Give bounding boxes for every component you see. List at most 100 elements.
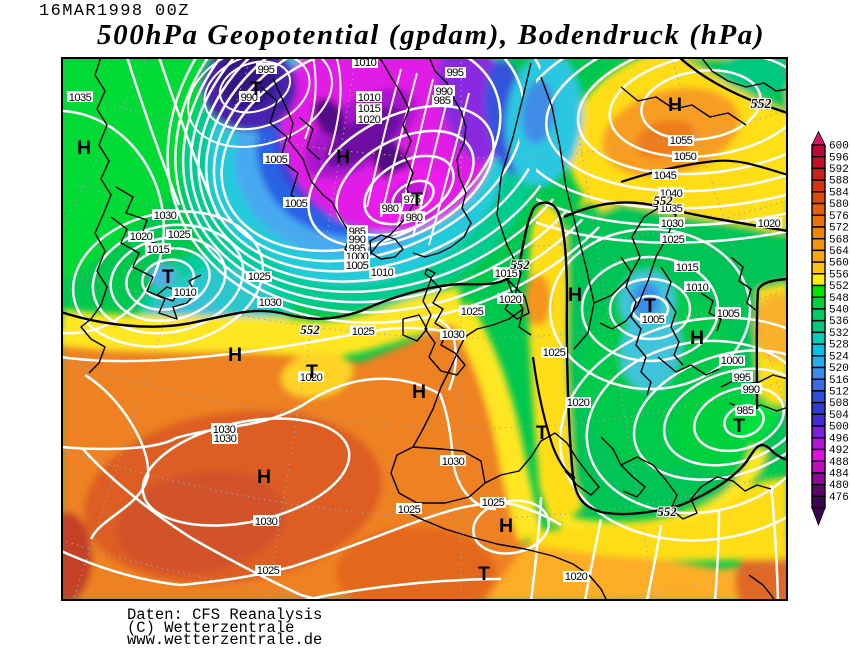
svg-text:496: 496 [829,433,849,445]
svg-text:516: 516 [829,375,849,387]
svg-text:552: 552 [657,504,677,519]
svg-text:H: H [690,327,704,349]
svg-text:1025: 1025 [257,565,280,577]
svg-text:995: 995 [447,67,464,79]
svg-text:512: 512 [829,387,849,399]
svg-text:1020: 1020 [499,294,522,306]
svg-text:H: H [568,284,582,306]
svg-text:1020: 1020 [758,218,781,230]
svg-text:536: 536 [829,316,849,328]
svg-text:504: 504 [829,410,849,422]
svg-text:1025: 1025 [543,347,566,359]
svg-text:T: T [411,189,423,211]
svg-text:H: H [668,94,682,116]
svg-text:1030: 1030 [259,297,282,309]
svg-text:1030: 1030 [214,433,237,445]
svg-text:975: 975 [404,194,421,206]
svg-text:1025: 1025 [398,504,421,516]
svg-text:1010: 1010 [686,282,709,294]
svg-text:1035: 1035 [69,92,92,104]
svg-text:484: 484 [829,469,849,481]
svg-text:1015: 1015 [147,244,170,256]
svg-text:1025: 1025 [482,497,505,509]
svg-text:1020: 1020 [300,372,323,384]
svg-text:985: 985 [434,95,451,107]
svg-text:568: 568 [829,234,849,246]
svg-text:1030: 1030 [442,329,465,341]
svg-text:1010: 1010 [174,287,197,299]
svg-text:1030: 1030 [661,218,684,230]
svg-text:476: 476 [829,492,849,504]
svg-text:528: 528 [829,340,849,352]
svg-text:588: 588 [829,176,849,188]
svg-text:492: 492 [829,445,849,457]
svg-text:1020: 1020 [130,231,153,243]
svg-text:508: 508 [829,398,849,410]
svg-text:1055: 1055 [670,135,693,147]
svg-text:584: 584 [829,187,849,199]
svg-text:592: 592 [829,164,849,176]
svg-text:T: T [306,361,318,383]
svg-text:1030: 1030 [442,456,465,468]
svg-text:480: 480 [829,480,849,492]
svg-text:564: 564 [829,246,849,258]
svg-text:980: 980 [406,212,423,224]
svg-text:556: 556 [829,269,849,281]
svg-text:552: 552 [829,281,849,293]
svg-text:600: 600 [829,141,849,153]
svg-text:560: 560 [829,258,849,270]
svg-text:T: T [478,563,490,585]
svg-text:576: 576 [829,211,849,223]
svg-text:552: 552 [300,322,320,337]
svg-text:552: 552 [510,257,530,272]
svg-text:500: 500 [829,422,849,434]
svg-text:596: 596 [829,152,849,164]
svg-text:1005: 1005 [346,260,369,272]
svg-text:1010: 1010 [354,57,377,69]
svg-text:1010: 1010 [371,267,394,279]
svg-text:1030: 1030 [255,516,278,528]
svg-text:1015: 1015 [358,103,381,115]
svg-text:995: 995 [734,372,751,384]
svg-text:1020: 1020 [358,114,381,126]
svg-text:1005: 1005 [265,154,288,166]
svg-text:1005: 1005 [642,314,665,326]
svg-text:H: H [257,466,271,488]
svg-text:1040: 1040 [660,188,683,200]
svg-text:995: 995 [258,64,275,76]
svg-text:540: 540 [829,305,849,317]
svg-text:T: T [250,78,262,100]
svg-text:1050: 1050 [674,151,697,163]
svg-text:1020: 1020 [565,571,588,583]
svg-text:1020: 1020 [567,397,590,409]
svg-text:1005: 1005 [285,198,308,210]
svg-text:520: 520 [829,363,849,375]
svg-text:H: H [77,137,91,159]
svg-text:552: 552 [751,97,772,112]
svg-text:T: T [536,422,548,444]
svg-text:1025: 1025 [168,229,191,241]
svg-text:990: 990 [241,92,258,104]
svg-text:990: 990 [743,384,760,396]
svg-text:1035: 1035 [660,203,683,215]
svg-text:580: 580 [829,199,849,211]
svg-text:1025: 1025 [248,271,271,283]
svg-text:1045: 1045 [654,170,677,182]
svg-text:1030: 1030 [154,210,177,222]
svg-text:1025: 1025 [461,306,484,318]
svg-text:T: T [644,295,656,317]
svg-text:980: 980 [382,203,399,215]
svg-text:1010: 1010 [358,92,381,104]
svg-text:H: H [499,515,513,537]
svg-text:1000: 1000 [721,355,744,367]
svg-text:H: H [336,146,350,168]
svg-text:H: H [412,381,426,403]
svg-text:524: 524 [829,351,849,363]
svg-text:1005: 1005 [717,308,740,320]
svg-text:1015: 1015 [495,268,518,280]
svg-text:548: 548 [829,293,849,305]
svg-text:T: T [733,415,745,437]
svg-text:1025: 1025 [352,326,375,338]
svg-text:552: 552 [653,193,673,208]
svg-text:488: 488 [829,457,849,469]
